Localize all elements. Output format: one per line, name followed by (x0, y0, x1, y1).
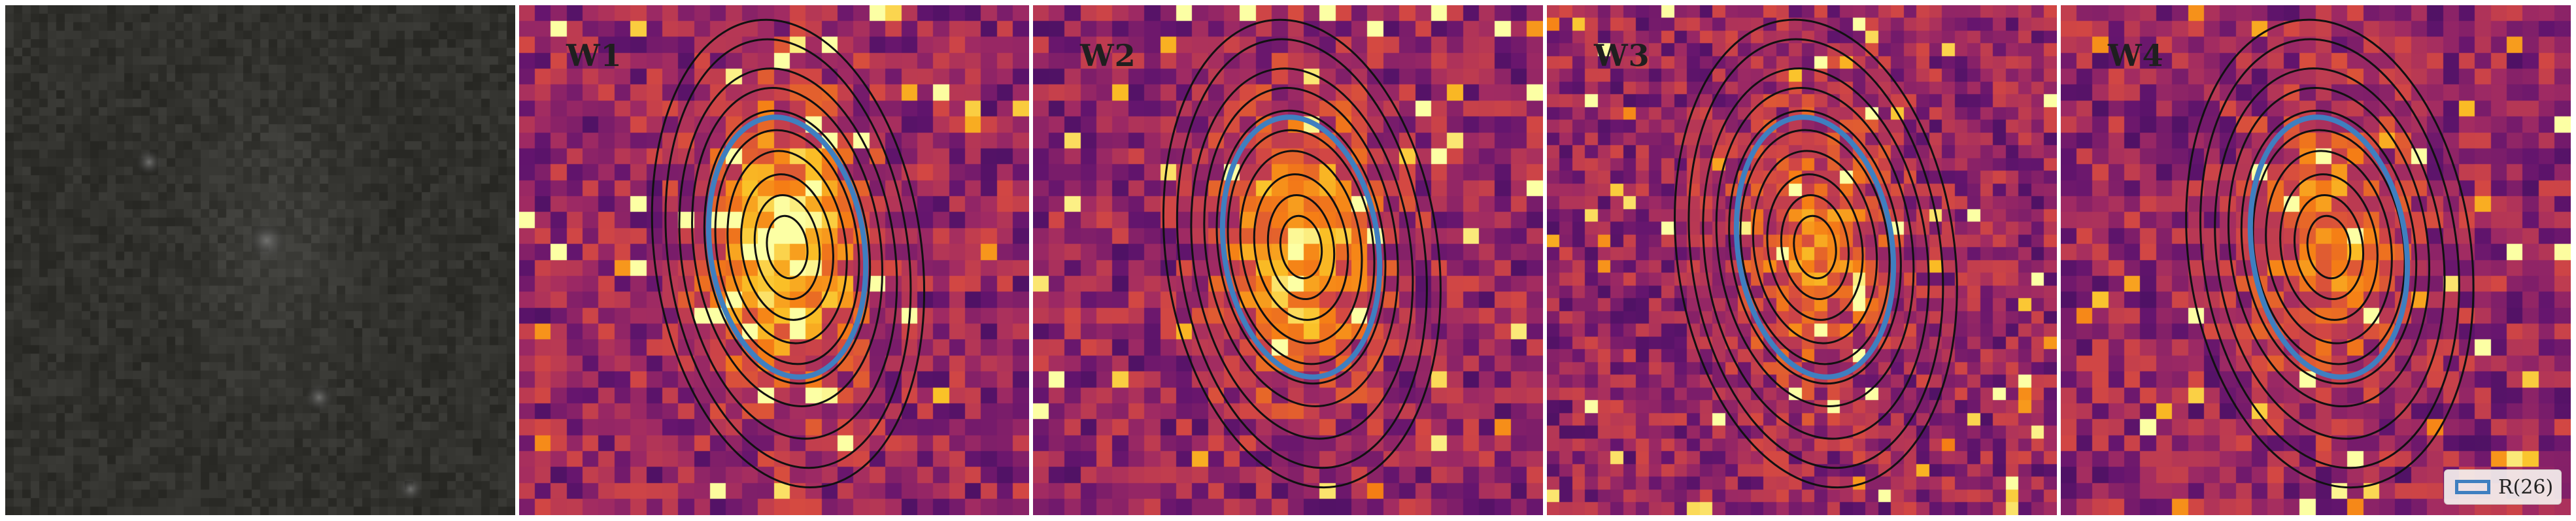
w1-panel: W1 (519, 5, 1029, 515)
isophote-contour (766, 214, 809, 280)
isophote-contour (691, 87, 883, 407)
isophote-contour (2265, 150, 2393, 345)
isophote-contour (1702, 67, 1930, 440)
isophote-contour (1176, 38, 1428, 469)
w2-contours (1162, 18, 1442, 489)
legend-label: R(26) (2498, 475, 2554, 499)
isophote-contour (2227, 86, 2431, 408)
isophote-contour (2214, 67, 2446, 440)
isophote-contour (1674, 18, 1958, 489)
isophote-contour (1715, 87, 1915, 407)
isophote-contour (678, 67, 898, 440)
legend: R(26) (2444, 469, 2562, 505)
isophote-contour (726, 150, 848, 345)
isophote-contour (2293, 193, 2365, 301)
isophote-contour (1253, 173, 1349, 321)
isophote-contour (1239, 150, 1363, 345)
isophote-contour (664, 38, 912, 469)
isophote-contour (1728, 109, 1902, 385)
legend-swatch (2455, 480, 2490, 494)
optical-image-panel (5, 5, 515, 515)
w3-panel: W3 (1547, 5, 2057, 515)
isophote-contour (1279, 214, 1323, 280)
isophote-contour (1227, 129, 1376, 365)
isophote-contour (1739, 129, 1891, 365)
r26-aperture (2247, 114, 2411, 380)
isophote-contour (2185, 18, 2475, 489)
w3-image (1547, 5, 2057, 515)
w2-image (1033, 5, 1543, 515)
w4-panel: W4 R(26) (2061, 5, 2571, 515)
isophote-contour (1687, 38, 1944, 469)
w4-contours (2185, 18, 2475, 489)
w3-contours (1674, 18, 1958, 489)
isophote-contour (2306, 214, 2352, 280)
isophote-contour (1266, 193, 1336, 301)
isophote-contour (651, 18, 926, 489)
w1-contours (651, 18, 926, 489)
isophote-contour (2279, 173, 2379, 321)
w2-label: W2 (1080, 38, 1136, 73)
r26-aperture (705, 114, 869, 380)
isophote-contour (1215, 109, 1387, 385)
w1-label: W1 (566, 38, 622, 73)
isophote-contour (1162, 18, 1442, 489)
isophote-contour (740, 173, 834, 321)
isophote-contour (1752, 150, 1878, 345)
isophote-contour (1190, 67, 1414, 440)
optical-image (5, 5, 515, 515)
r26-aperture (1219, 114, 1383, 380)
w4-label: W4 (2108, 38, 2164, 73)
w3-label: W3 (1594, 38, 1650, 73)
isophote-contour (2199, 38, 2460, 469)
w4-image (2061, 5, 2571, 515)
isophote-contour (753, 193, 821, 301)
isophote-contour (1203, 87, 1399, 407)
isophote-contour (703, 109, 872, 385)
isophote-contour (2240, 109, 2418, 385)
isophote-contour (1780, 193, 1850, 301)
isophote-contour (1766, 173, 1864, 321)
w2-panel: W2 (1033, 5, 1543, 515)
r26-aperture (1733, 114, 1897, 380)
isophote-contour (714, 129, 860, 365)
isophote-contour (1793, 214, 1837, 280)
